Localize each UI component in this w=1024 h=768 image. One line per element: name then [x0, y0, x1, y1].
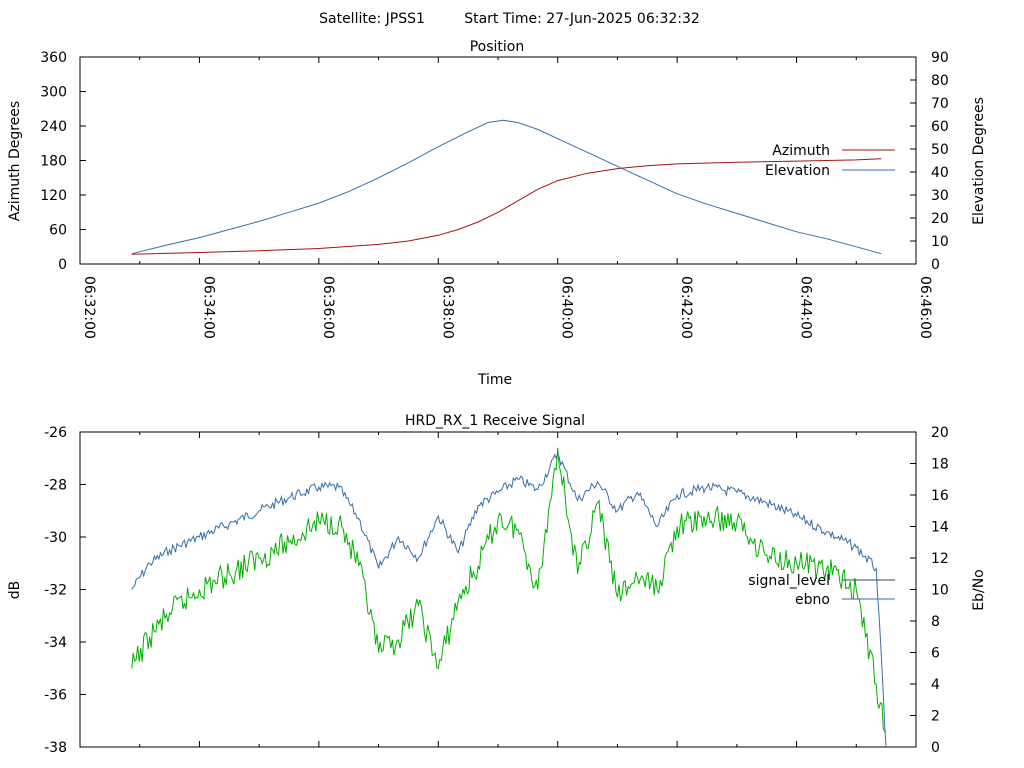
y2-tick-label: 30: [931, 188, 949, 204]
y2-tick-label: 16: [931, 488, 949, 504]
y2-tick-label: 2: [931, 709, 940, 725]
position-xlabel: Time: [477, 372, 512, 388]
y2-tick-label: 10: [931, 583, 949, 599]
x-tick-label: 06:32:00: [81, 276, 97, 339]
y2-tick-label: 18: [931, 457, 949, 473]
x-tick-label: 06:36:00: [320, 276, 336, 339]
signal-chart-title: HRD_RX_1 Receive Signal: [405, 413, 585, 429]
x-tick-label: 06:40:00: [559, 276, 575, 339]
position-legend: Azimuth Elevation: [765, 143, 895, 179]
y2-tick-label: 70: [931, 96, 949, 112]
y2-tick-label: 8: [931, 614, 940, 630]
y-tick-label: 360: [40, 50, 67, 66]
x-tick-label: 06:34:00: [200, 276, 216, 339]
y-tick-label: 120: [40, 188, 67, 204]
signal-plot-frame: [79, 431, 917, 748]
elevation-series-line: [131, 119, 882, 255]
y-tick-label: 60: [49, 223, 67, 239]
position-elevation-axis: 0 10 20 30 40 50 60 70 80 90: [910, 50, 949, 273]
position-chart: Position 0 60 120 180 240 300 360 0 10 20 30 40 50 6…: [7, 39, 987, 388]
x-tick-label: 06:44:00: [798, 276, 814, 339]
legend-signal-level-label: signal_level: [748, 573, 830, 589]
ebno-series-line: [131, 447, 887, 732]
position-azimuth-axis: 0 60 120 180 240 300 360: [40, 50, 86, 273]
y-tick-label: -26: [44, 425, 67, 441]
y-tick-label: 180: [40, 154, 67, 170]
y2-tick-label: 80: [931, 73, 949, 89]
position-time-axis: 06:32:00 06:34:00 06:36:00 06:38:00 06:40:00…: [79, 57, 933, 339]
y2-tick-label: 90: [931, 50, 949, 66]
x-tick-label: 06:42:00: [678, 276, 694, 339]
y2-tick-label: 12: [931, 551, 949, 567]
x-tick-label: 06:38:00: [439, 276, 455, 339]
position-plot-frame: [79, 56, 917, 265]
position-ylabel: Azimuth Degrees: [7, 101, 23, 221]
signal-level-series-line: [131, 451, 887, 748]
y2-tick-label: 20: [931, 211, 949, 227]
y2-tick-label: 10: [931, 234, 949, 250]
y-tick-label: -32: [44, 583, 67, 599]
signal-ebno-axis: 0 2 4 6 8 10 12 14 16 18 20: [910, 425, 949, 756]
legend-azimuth-label: Azimuth: [772, 143, 830, 159]
y2-tick-label: 50: [931, 142, 949, 158]
signal-db-axis: -38 -36 -34 -32 -30 -28 -26: [44, 425, 86, 756]
satellite-label: Satellite: JPSS1: [319, 11, 425, 27]
y2-tick-label: 6: [931, 646, 940, 662]
position-chart-title: Position: [470, 39, 525, 55]
y2-tick-label: 60: [931, 119, 949, 135]
y2-tick-label: 0: [931, 740, 940, 756]
start-time-label: Start Time: 27-Jun-2025 06:32:32: [464, 11, 700, 27]
y2-tick-label: 14: [931, 520, 949, 536]
y-tick-label: -30: [44, 530, 67, 546]
signal-chart: HRD_RX_1 Receive Signal -38-36-34-32-30-…: [7, 413, 987, 756]
signal-y2label: Eb/No: [971, 569, 987, 611]
signal-legend: signal_level ebno: [748, 573, 895, 608]
y-tick-label: -28: [44, 478, 67, 494]
y2-tick-label: 20: [931, 425, 949, 441]
y-tick-label: 240: [40, 119, 67, 135]
position-y2label: Elevation Degrees: [971, 97, 987, 225]
y-tick-label: 300: [40, 85, 67, 101]
azimuth-series-line: [131, 158, 882, 255]
y-tick-label: -36: [44, 688, 67, 704]
y-tick-label: -34: [44, 635, 67, 651]
y2-tick-label: 0: [931, 257, 940, 273]
y-tick-label: -38: [44, 740, 67, 756]
y2-tick-label: 4: [931, 677, 940, 693]
x-tick-label: 06:46:00: [917, 276, 933, 339]
signal-time-axis: [79, 432, 917, 747]
legend-ebno-label: ebno: [795, 592, 830, 608]
legend-elevation-label: Elevation: [765, 163, 830, 179]
y-tick-label: 0: [58, 257, 67, 273]
signal-ylabel: dB: [7, 581, 23, 600]
y2-tick-label: 40: [931, 165, 949, 181]
